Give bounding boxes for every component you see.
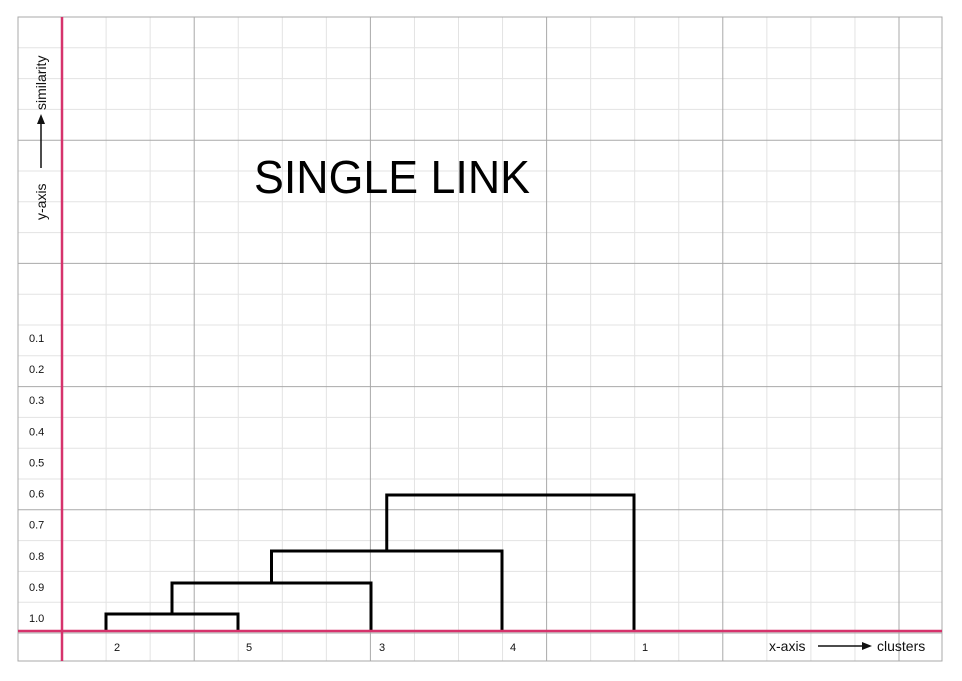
x-tick-label: 1 xyxy=(642,642,648,654)
y-tick-label: 0.1 xyxy=(29,333,44,345)
plot-border xyxy=(17,16,943,662)
dendrogram-link xyxy=(270,549,504,631)
y-tick-label: 0.3 xyxy=(29,395,44,407)
y-tick-label: 0.8 xyxy=(29,551,44,563)
y-tick-label: 0.7 xyxy=(29,520,44,532)
x-tick-label: 5 xyxy=(246,642,252,654)
y-tick-label: 0.5 xyxy=(29,457,44,469)
chart-title: SINGLE LINK xyxy=(254,151,530,203)
y-tick-label: 0.2 xyxy=(29,364,44,376)
y-axis-label: y-axis xyxy=(33,183,49,220)
grid-major xyxy=(18,17,942,661)
y-axis-arrow-icon xyxy=(37,114,45,124)
y-tick-label: 0.6 xyxy=(29,489,44,501)
x-axis-label: x-axis xyxy=(769,638,806,654)
x-axis-label-group: x-axis clusters xyxy=(769,638,925,654)
dendrogram-link xyxy=(170,581,373,631)
y-tick-label: 0.9 xyxy=(29,582,44,594)
dendrogram-tree xyxy=(104,493,636,631)
y-tick-labels: 0.1 0.2 0.3 0.4 0.5 0.6 0.7 0.8 0.9 1.0 xyxy=(29,333,44,625)
x-tick-label: 3 xyxy=(379,642,385,654)
dendrogram-link xyxy=(104,612,240,631)
x-tick-labels: 2 5 3 4 1 xyxy=(114,642,648,654)
y-axis-label-group: y-axis similarity xyxy=(33,56,49,220)
x-tick-label: 4 xyxy=(510,642,516,654)
grid-minor xyxy=(18,17,942,661)
x-tick-label: 2 xyxy=(114,642,120,654)
dendrogram-link xyxy=(385,493,636,631)
y-tick-label: 0.4 xyxy=(29,426,44,438)
y-tick-label: 1.0 xyxy=(29,613,44,625)
x-axis-quantity: clusters xyxy=(877,638,925,654)
x-axis-arrow-icon xyxy=(862,642,872,650)
y-axis-quantity: similarity xyxy=(33,56,49,110)
